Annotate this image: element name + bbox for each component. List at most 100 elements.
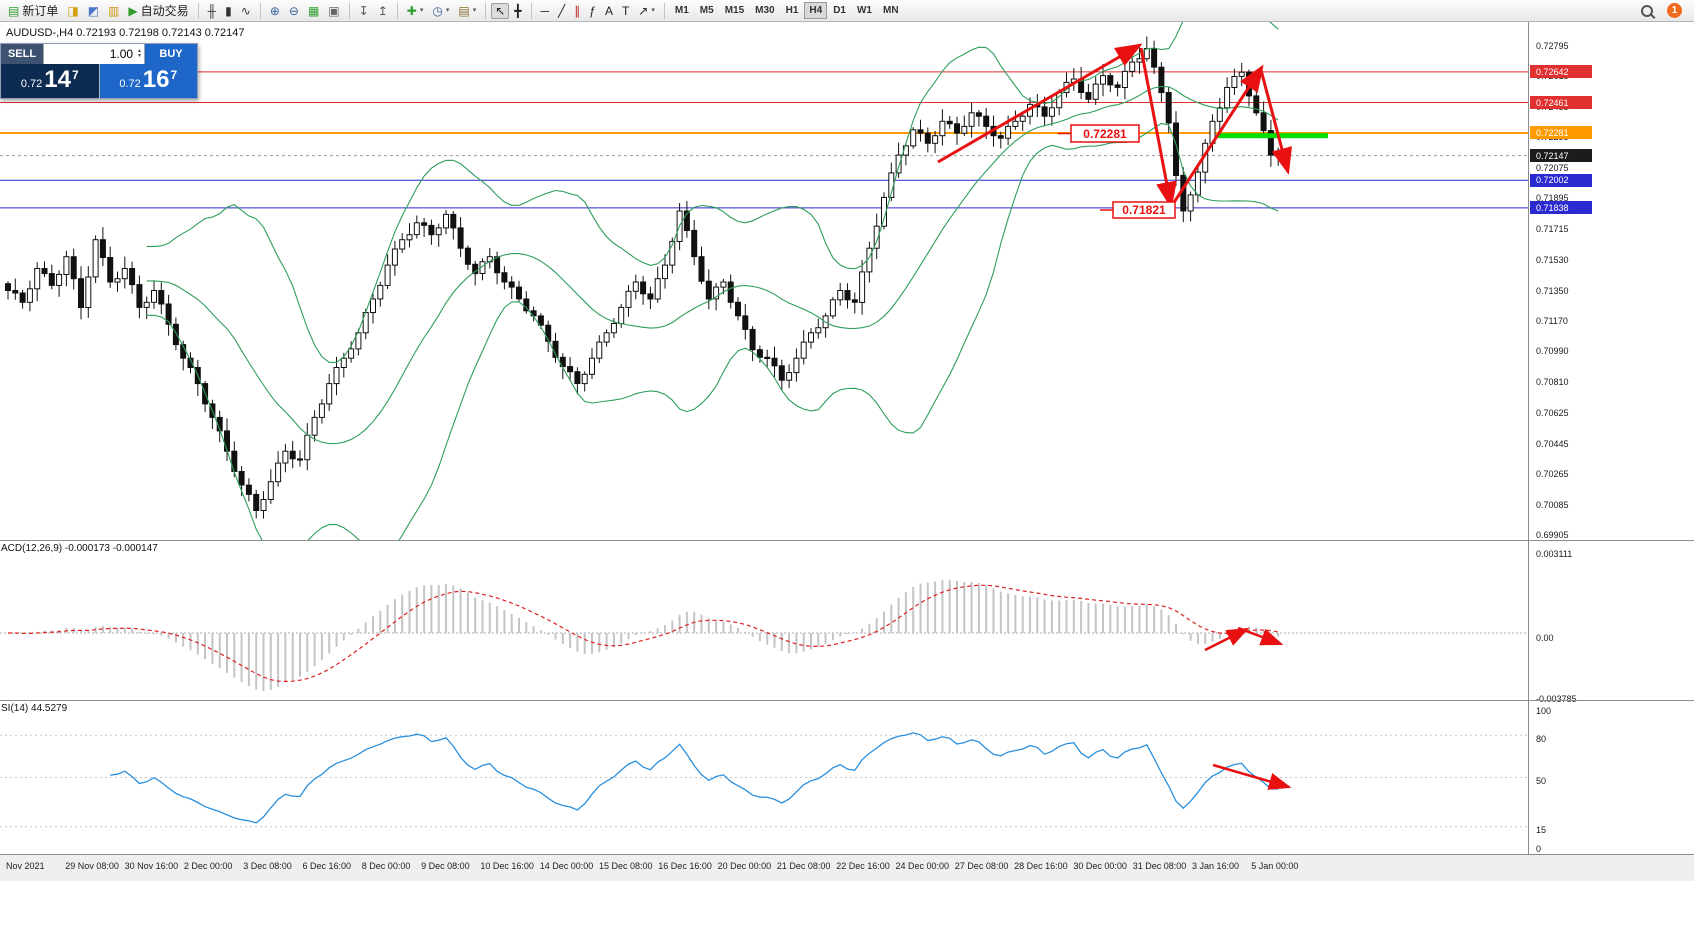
ask-price[interactable]: 0.72 16 7 (99, 64, 197, 98)
auto-trading-button[interactable]: ▶ 自动交易 (124, 3, 192, 19)
crosshair-icon[interactable]: ╋ (510, 3, 525, 19)
chart-windows-icon: ◨ (67, 3, 79, 18)
periods-icon: ◷ (432, 3, 443, 18)
timeframe-m30[interactable]: M30 (755, 5, 775, 16)
time-label: 14 Dec 00:00 (539, 861, 594, 871)
periods-icon[interactable]: ◷ ▾ (428, 3, 453, 19)
volume-input[interactable] (44, 46, 136, 62)
volume-stepper[interactable]: ▲ ▼ (137, 49, 142, 59)
time-label: 3 Jan 16:00 (1192, 861, 1240, 871)
timeframe-h1[interactable]: H1 (785, 5, 799, 16)
spin-up-icon[interactable]: ▲ (137, 48, 142, 54)
bid-point: 7 (71, 68, 79, 82)
chart-shift-icon[interactable]: ↥ (374, 3, 392, 19)
macd-indicator-chart[interactable] (0, 541, 1528, 700)
time-label: 28 Dec 16:00 (1014, 861, 1068, 871)
toolbar-separator (396, 2, 398, 19)
tile-windows-icon: ▣ (328, 3, 340, 18)
new-order-icon: ▤ (8, 3, 20, 18)
toolbar-separator (485, 2, 487, 19)
price-tag: 0.72147 (1530, 149, 1592, 163)
magnifier-glyph (1641, 4, 1653, 17)
zoom-in-icon[interactable]: ⊕ (266, 3, 284, 19)
label-tool-icon[interactable]: T (618, 3, 633, 19)
volume-field: ▲▼ (43, 44, 145, 64)
fibonacci-tool-icon[interactable]: ƒ (585, 3, 600, 19)
time-label: 24 Dec 00:00 (895, 861, 950, 871)
equidistant-channel-tool-icon[interactable]: ∥ (570, 3, 584, 19)
price-tick: 0.72795 (1536, 41, 1569, 51)
templates-icon[interactable]: ▤ ▾ (454, 3, 480, 19)
time-label: 10 Dec 16:00 (480, 861, 534, 871)
panel-splitter-macd[interactable] (0, 540, 1694, 541)
time-label: 31 Dec 08:00 (1132, 861, 1187, 871)
timeframe-h4[interactable]: H4 (804, 2, 828, 19)
chart-shift-icon: ↥ (377, 3, 388, 18)
indicators-icon: ✚ (406, 3, 417, 18)
dropdown-caret-icon: ▾ (472, 7, 477, 14)
spin-down-icon[interactable]: ▼ (137, 53, 142, 59)
search-icon[interactable] (1637, 3, 1657, 19)
horizontal-line-tool-icon[interactable]: ─ (537, 3, 554, 19)
crosshair-icon: ╋ (514, 3, 522, 18)
scroll-to-end-icon[interactable]: ↧ (355, 3, 373, 19)
timeframe-m1[interactable]: M1 (674, 5, 689, 16)
ohlc-bars-type-icon[interactable]: ╫ (204, 3, 221, 19)
rsi-tick: 80 (1536, 734, 1547, 744)
timeframe-m15[interactable]: M15 (724, 5, 745, 16)
toolbar-button-label: 新订单 (22, 3, 59, 18)
notification-badge[interactable]: 1 (1667, 3, 1682, 18)
price-tick: 0.71895 (1536, 193, 1569, 204)
price-tick: 0.71170 (1536, 315, 1568, 326)
price-scale[interactable]: 0.727950.726150.724350.722550.720750.718… (1528, 22, 1694, 854)
timeframe-w1[interactable]: W1 (856, 5, 872, 16)
ask-pips: 16 (142, 66, 170, 93)
timeframe-d1[interactable]: D1 (833, 5, 846, 16)
bid-price[interactable]: 0.72 14 7 (1, 64, 99, 98)
chart-windows-icon[interactable]: ◨ (63, 3, 82, 19)
time-label: 6 Dec 16:00 (302, 861, 352, 871)
bid-pips: 14 (44, 66, 71, 93)
tile-windows-icon[interactable]: ▣ (324, 3, 343, 19)
panel-splitter-rsi[interactable] (0, 700, 1694, 701)
trendline-tool-icon[interactable]: ╱ (554, 3, 569, 19)
zoom-out-icon[interactable]: ⊖ (285, 3, 303, 19)
time-axis[interactable]: Nov 2021 29 Nov 08:00 30 Nov 16:00 2 Dec 00… (0, 854, 1694, 881)
main-price-chart[interactable]: 0.72281 0.71821 (0, 22, 1528, 540)
auto-arrange-icon: ▦ (307, 3, 320, 18)
time-label: 20 Dec 00:00 (717, 861, 772, 871)
dropdown-caret-icon: ▾ (445, 7, 450, 14)
zoom-out-icon: ⊖ (288, 3, 299, 18)
scripts-icon: ▥ (108, 3, 120, 18)
price-tick: 0.70445 (1536, 438, 1569, 449)
rsi-readout: SI(14) 44.5279 (1, 703, 68, 714)
indicators-icon[interactable]: ✚ ▾ (403, 3, 428, 19)
rsi-indicator-chart[interactable] (0, 701, 1528, 854)
price-tick: 0.70265 (1536, 469, 1569, 480)
equidistant-channel-tool-icon: ∥ (574, 3, 581, 18)
arrows-tool-icon[interactable]: ↗ ▾ (634, 3, 659, 19)
cursor-icon[interactable]: ↖ (491, 2, 510, 19)
time-label: 9 Dec 08:00 (421, 861, 470, 871)
candlestick-type-icon[interactable]: ▮ (221, 3, 236, 19)
toolbar-separator (259, 2, 261, 19)
profiles-icon[interactable]: ◩ (84, 3, 103, 19)
timeframe-mn[interactable]: MN (882, 5, 899, 16)
sell-button[interactable]: SELL (1, 44, 43, 64)
cursor-icon: ↖ (495, 3, 506, 18)
auto-arrange-icon[interactable]: ▦ (304, 3, 323, 19)
buy-button[interactable]: BUY (145, 44, 197, 64)
line-chart-type-icon[interactable]: ∿ (237, 3, 255, 19)
scripts-icon[interactable]: ▥ (104, 3, 123, 19)
time-label: 15 Dec 08:00 (599, 861, 653, 871)
timeframe-m5[interactable]: M5 (699, 5, 714, 16)
macd-tick: -0.003785 (1536, 694, 1577, 704)
trade-panel-top-row: SELL ▲▼ BUY (1, 44, 197, 64)
zoom-in-icon: ⊕ (269, 3, 280, 18)
toolbar-separator (530, 2, 532, 19)
text-tool-icon[interactable]: A (601, 3, 617, 19)
macd-tick: 0.003111 (1536, 549, 1573, 559)
macd-readout: ACD(12,26,9) -0.000173 -0.000147 (1, 543, 158, 554)
new-order-button[interactable]: ▤ 新订单 (4, 3, 62, 19)
